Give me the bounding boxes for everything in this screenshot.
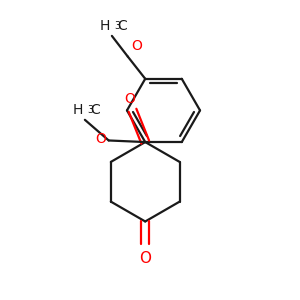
Text: C: C <box>90 103 100 117</box>
Text: 3: 3 <box>87 105 93 115</box>
Text: 3: 3 <box>114 21 120 31</box>
Text: C: C <box>117 20 127 33</box>
Text: O: O <box>139 251 151 266</box>
Text: H: H <box>73 103 83 117</box>
Text: O: O <box>95 132 106 146</box>
Text: H: H <box>100 20 110 33</box>
Text: O: O <box>124 92 135 106</box>
Text: O: O <box>132 39 142 53</box>
